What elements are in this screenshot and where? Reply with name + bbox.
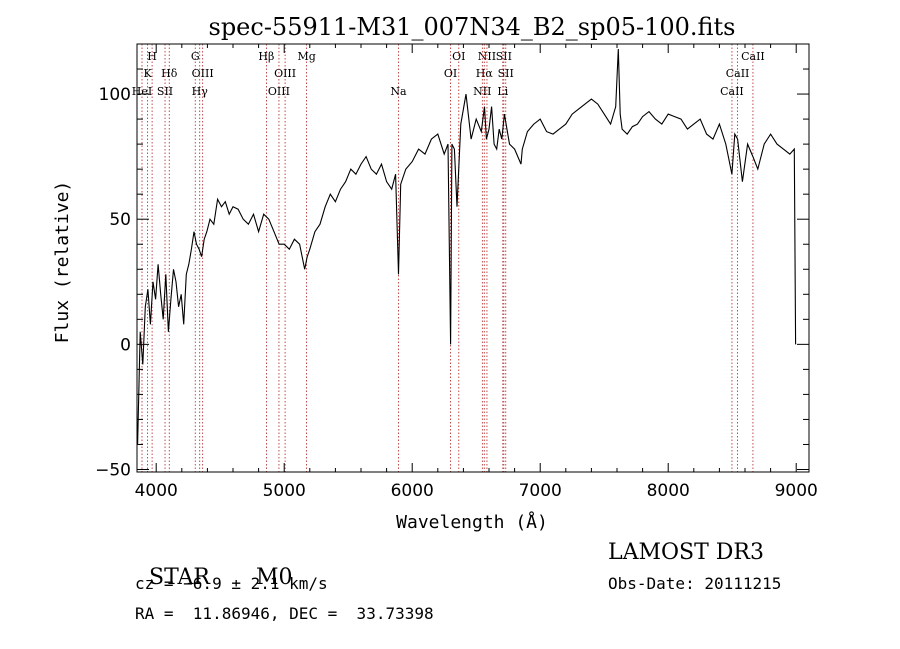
- spectral-line-label: OIII: [268, 85, 290, 98]
- x-tick-label: 7000: [519, 481, 562, 501]
- y-tick-label: 100: [99, 85, 131, 105]
- x-tick-label: 6000: [391, 481, 434, 501]
- y-tick-label: −50: [95, 460, 131, 480]
- y-tick-label: 0: [120, 335, 131, 355]
- axes: 4000 5000 6000 7000 8000 9000 −50 0 50 100: [95, 44, 818, 501]
- coordinates-text: RA = 11.86946, DEC = 33.73398: [135, 604, 434, 623]
- spectral-line-label: SII: [496, 50, 512, 63]
- spectral-line-label: CaII: [741, 50, 765, 63]
- spectral-line-label: OIII: [274, 67, 296, 80]
- y-axis-label: Flux (relative): [52, 181, 73, 344]
- plot-frame: [136, 43, 810, 473]
- spectral-line-label: Mg: [297, 50, 315, 63]
- observation-date: Obs-Date: 20111215: [608, 574, 782, 593]
- spectral-line-label: SII: [498, 67, 514, 80]
- spectral-line-label: OIII: [192, 67, 214, 80]
- spectrum-series-line: [137, 48, 797, 445]
- spectral-line-label: G: [191, 50, 200, 63]
- spectral-line-label: Hδ: [161, 67, 178, 80]
- spectral-line-label: K: [144, 67, 153, 80]
- survey-name: LAMOST DR3: [608, 540, 764, 565]
- x-tick-label: 9000: [775, 481, 818, 501]
- spectral-line-label: H: [147, 50, 157, 63]
- y-tick-label: 50: [109, 210, 131, 230]
- spectral-line-label: Hγ: [192, 85, 209, 98]
- spectral-line-label: Na: [390, 85, 407, 98]
- x-tick-label: 8000: [647, 481, 690, 501]
- x-tick-label: 4000: [135, 481, 178, 501]
- x-tick-label: 5000: [263, 481, 306, 501]
- spectral-line-label: SII: [157, 85, 173, 98]
- object-class: STAR: [149, 565, 210, 590]
- spectral-line-label: Hα: [476, 67, 494, 80]
- spectral-line-label: CaII: [726, 67, 750, 80]
- spectral-line-label: Li: [497, 85, 508, 98]
- spectral-line-label: OI: [444, 67, 457, 80]
- spectral-line-label: NII: [478, 50, 496, 63]
- spectral-line-label: Hβ: [258, 50, 274, 63]
- redshift-text: cz = −6.9 ± 2.1 km/s: [135, 574, 328, 593]
- chart-title: spec-55911-M31_007N34_B2_sp05-100.fits: [209, 13, 736, 41]
- spectral-line-label: NII: [473, 85, 491, 98]
- spectral-line-label: CaII: [720, 85, 744, 98]
- object-subclass: M0: [256, 565, 293, 590]
- x-axis-label: Wavelength (Å): [396, 511, 548, 533]
- info-class-row: STAR M0: [135, 540, 293, 590]
- spectral-line-label: HeI: [132, 85, 152, 98]
- spectral-line-label: OI: [452, 50, 465, 63]
